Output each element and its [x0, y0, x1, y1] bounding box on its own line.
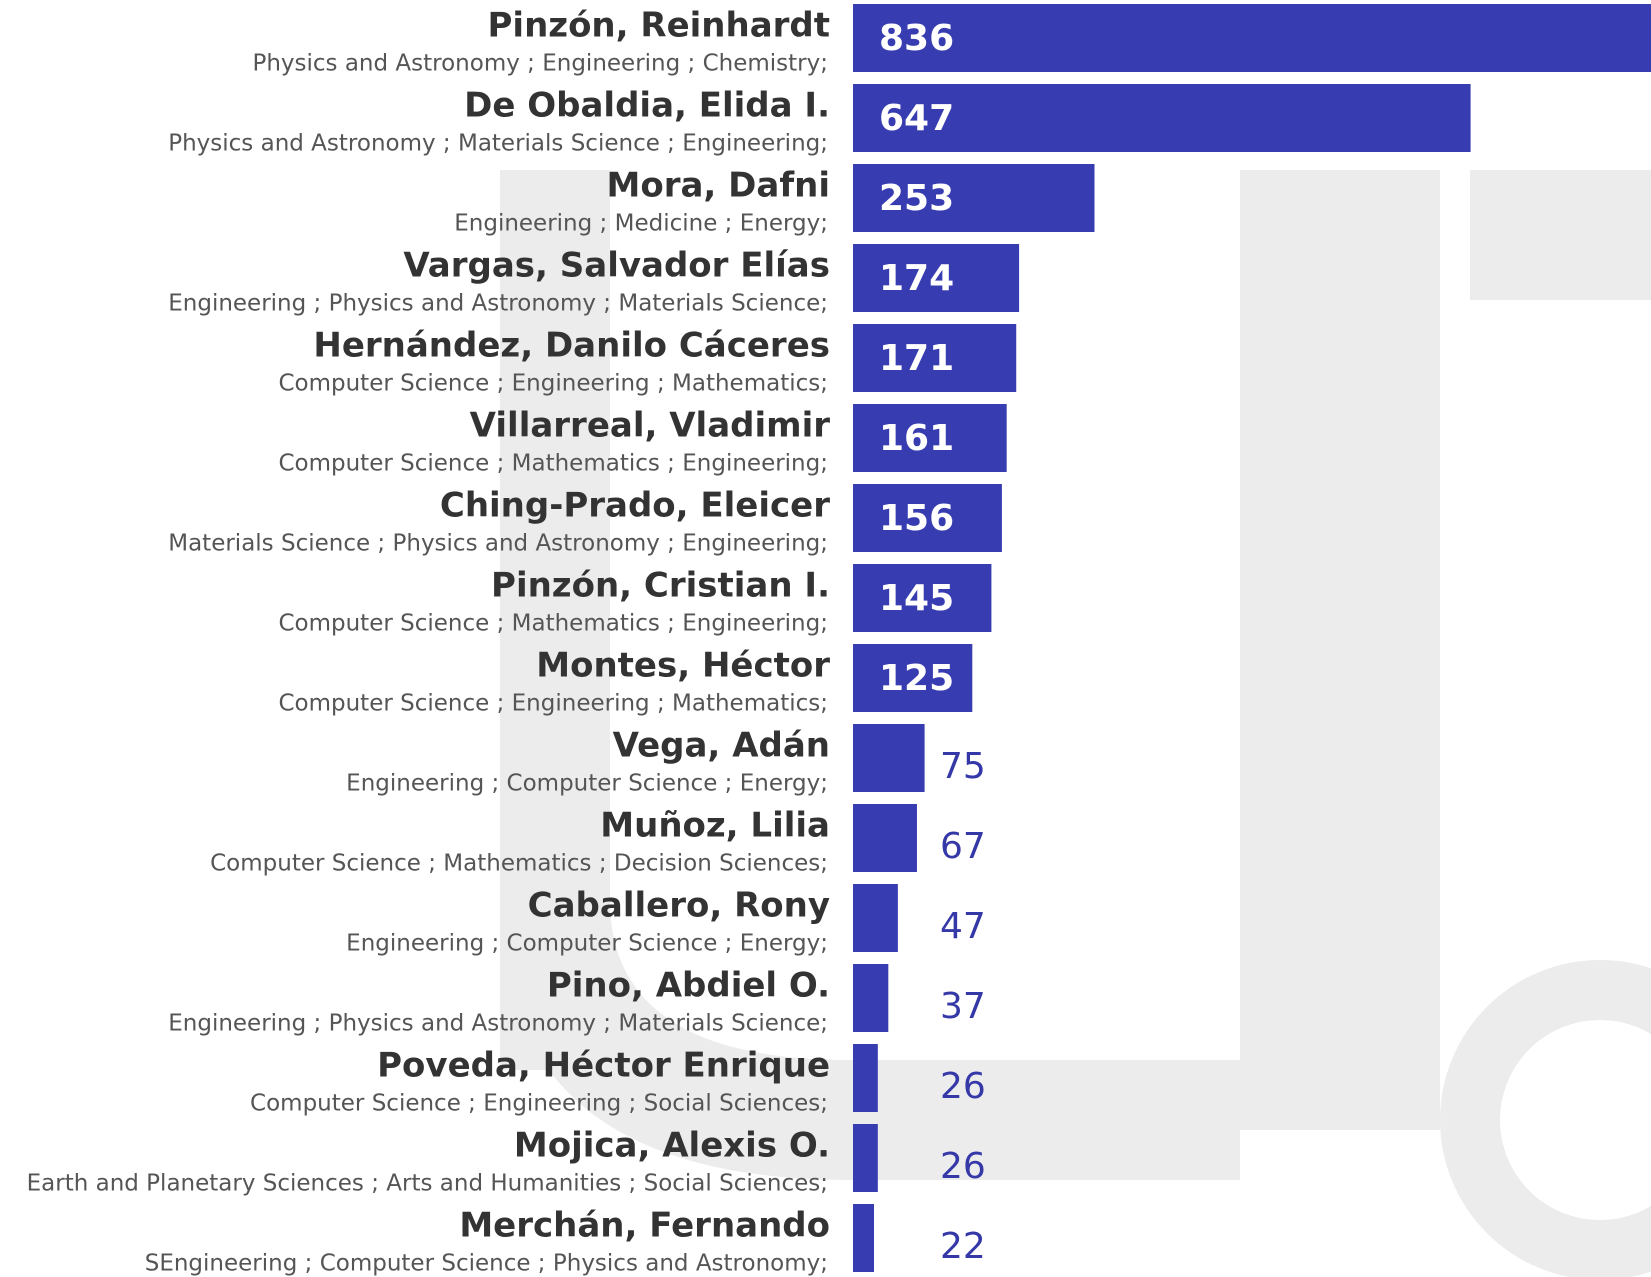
category-label: Merchán, Fernando	[459, 1206, 830, 1246]
watermark-shape	[1240, 170, 1440, 1130]
category-label: De Obaldia, Elida I.	[464, 86, 830, 126]
value-label: 47	[940, 906, 986, 947]
category-label: Villarreal, Vladimir	[470, 406, 831, 446]
bar	[853, 804, 917, 872]
category-subjects: Computer Science ; Mathematics ; Enginee…	[278, 451, 828, 477]
category-subjects: Engineering ; Physics and Astronomy ; Ma…	[168, 291, 828, 317]
bar	[853, 1124, 878, 1192]
value-label: 37	[940, 986, 986, 1027]
category-subjects: Engineering ; Medicine ; Energy;	[454, 211, 828, 237]
category-subjects: Computer Science ; Engineering ; Social …	[250, 1091, 828, 1117]
chart: Pinzón, Reinhardt Physics and Astronomy ;…	[0, 0, 1651, 1277]
category-label: Mojica, Alexis O.	[514, 1126, 830, 1166]
value-label: 171	[879, 338, 954, 379]
category-label: Vargas, Salvador Elías	[403, 246, 830, 286]
value-label: 125	[879, 658, 954, 699]
value-label: 253	[879, 178, 954, 219]
watermark-shape	[1470, 170, 1651, 300]
category-subjects: Computer Science ; Engineering ; Mathema…	[278, 371, 828, 397]
category-subjects: Physics and Astronomy ; Engineering ; Ch…	[252, 51, 828, 77]
value-label: 145	[879, 578, 954, 619]
bar	[853, 4, 1651, 72]
category-label: Pino, Abdiel O.	[547, 966, 830, 1006]
bar	[853, 884, 898, 952]
category-subjects: Engineering ; Computer Science ; Energy;	[346, 931, 828, 957]
value-label: 26	[940, 1146, 986, 1187]
value-label: 161	[879, 418, 954, 459]
watermark-shape	[1470, 990, 1651, 1250]
category-label: Montes, Héctor	[536, 646, 830, 686]
category-label: Hernández, Danilo Cáceres	[313, 326, 830, 366]
category-subjects: SEngineering ; Computer Science ; Physic…	[145, 1251, 828, 1277]
category-subjects: Computer Science ; Mathematics ; Decisio…	[210, 851, 828, 877]
category-label: Muñoz, Lilia	[600, 806, 830, 846]
category-label: Pinzón, Cristian I.	[491, 566, 830, 606]
bar	[853, 964, 888, 1032]
value-label: 174	[879, 258, 954, 299]
value-label: 22	[940, 1226, 986, 1267]
value-label: 67	[940, 826, 986, 867]
category-subjects: Computer Science ; Engineering ; Mathema…	[278, 691, 828, 717]
value-label: 647	[879, 98, 954, 139]
category-label: Poveda, Héctor Enrique	[377, 1046, 830, 1086]
category-subjects: Engineering ; Computer Science ; Energy;	[346, 771, 828, 797]
category-label: Vega, Adán	[613, 726, 830, 766]
category-label: Caballero, Rony	[528, 886, 830, 926]
category-subjects: Earth and Planetary Sciences ; Arts and …	[27, 1171, 828, 1197]
category-subjects: Physics and Astronomy ; Materials Scienc…	[168, 131, 828, 157]
value-label: 75	[940, 746, 986, 787]
category-label: Mora, Dafni	[607, 166, 830, 206]
category-label: Pinzón, Reinhardt	[488, 6, 831, 46]
value-label: 156	[879, 498, 954, 539]
category-subjects: Materials Science ; Physics and Astronom…	[168, 531, 828, 557]
bar	[853, 1044, 878, 1112]
bar	[853, 1204, 874, 1272]
value-label: 26	[940, 1066, 986, 1107]
bar	[853, 724, 925, 792]
category-subjects: Engineering ; Physics and Astronomy ; Ma…	[168, 1011, 828, 1037]
category-label: Ching-Prado, Eleicer	[440, 486, 830, 526]
value-label: 836	[879, 18, 954, 59]
category-subjects: Computer Science ; Mathematics ; Enginee…	[278, 611, 828, 637]
